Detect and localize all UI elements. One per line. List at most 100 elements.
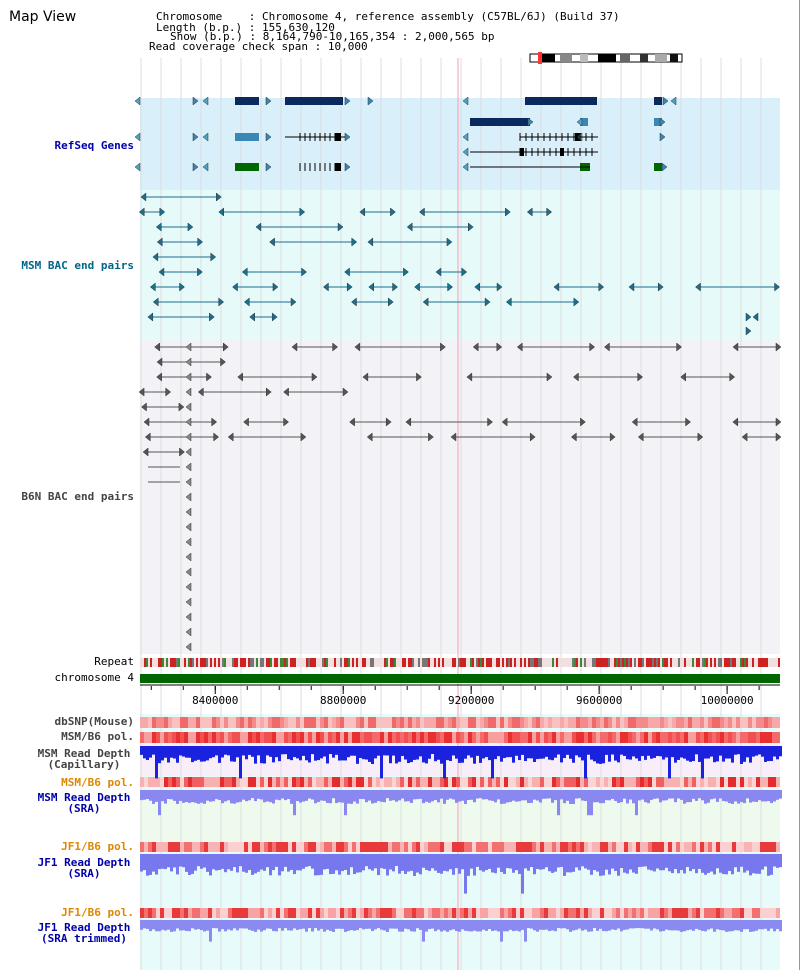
jf1-sra-depth-bar bbox=[398, 854, 401, 874]
info-value: 8,164,790-10,165,354 : 2,000,565 bp bbox=[262, 30, 495, 43]
label-jf1-pol-1[interactable]: JF1/B6 pol. bbox=[61, 840, 134, 853]
jf1-pol-heat-cell bbox=[720, 842, 724, 852]
label-jf1-depth-sra[interactable]: JF1 Read Depth (SRA) bbox=[28, 857, 140, 879]
gene-strand-arrow bbox=[202, 132, 209, 142]
label-msm-pol-2[interactable]: MSM/B6 pol. bbox=[61, 776, 134, 789]
label-refseq-genes[interactable]: RefSeq Genes bbox=[54, 139, 134, 152]
jf1-sra-depth-bar bbox=[164, 854, 167, 870]
b6n-bac-pair-arrow bbox=[589, 342, 596, 352]
msm-pol-heat-cell bbox=[176, 732, 180, 743]
label-msm-depth-capillary[interactable]: MSM Read Depth (Capillary) bbox=[28, 748, 140, 770]
dbsnp-heat-cell bbox=[288, 717, 292, 728]
repeat-element bbox=[428, 658, 430, 667]
msm-bac-pair-arrow bbox=[152, 297, 159, 307]
jf1-sra-depth-bar bbox=[695, 854, 698, 874]
msm-bac-pair-arrow bbox=[232, 282, 238, 292]
label-b6n-bac[interactable]: B6N BAC end pairs bbox=[21, 490, 134, 503]
msm-pol-heat-cell bbox=[388, 732, 392, 743]
msm-pol2-heat-cell bbox=[400, 777, 404, 787]
jf1-pol2-heat-cell bbox=[732, 908, 736, 918]
repeat-element bbox=[158, 658, 160, 667]
msm-sra-depth-bar bbox=[536, 790, 539, 801]
msm-sra-depth-bar bbox=[413, 790, 416, 800]
jf1-pol2-heat-cell bbox=[272, 908, 276, 918]
label-msm-depth-sra[interactable]: MSM Read Depth (SRA) bbox=[28, 792, 140, 814]
label-jf1-depth-trimmed[interactable]: JF1 Read Depth (SRA trimmed) bbox=[28, 922, 140, 944]
jf1-trimmed-depth-bar bbox=[383, 920, 386, 931]
jf1-pol-heat-cell bbox=[364, 842, 368, 852]
msm-sra-depth-bar bbox=[431, 790, 434, 802]
label-msm-bac[interactable]: MSM BAC end pairs bbox=[21, 259, 134, 272]
msm-pol2-heat-cell bbox=[296, 777, 300, 787]
msm-capillary-depth-bar bbox=[140, 746, 143, 755]
msm-capillary-depth-bar bbox=[698, 746, 701, 762]
jf1-pol-heat-cell bbox=[148, 842, 152, 852]
repeat-element bbox=[268, 658, 270, 667]
jf1-sra-depth-bar bbox=[539, 854, 542, 870]
msm-pol-heat-cell bbox=[384, 732, 388, 743]
dbsnp-heat-cell bbox=[320, 717, 324, 728]
msm-capillary-depth-bar bbox=[623, 746, 626, 756]
jf1-pol2-heat-cell bbox=[300, 908, 304, 918]
jf1-trimmed-depth-bar bbox=[269, 920, 272, 929]
b6n-bac-pair-arrow bbox=[143, 417, 150, 427]
msm-pol-heat-cell bbox=[344, 732, 348, 743]
jf1-pol2-heat-cell bbox=[260, 908, 264, 918]
jf1-sra-depth-bar bbox=[629, 854, 632, 870]
repeat-element bbox=[648, 658, 650, 667]
msm-pol-heat-cell bbox=[264, 732, 268, 743]
jf1-trimmed-depth-bar bbox=[584, 920, 587, 930]
msm-pol-heat-cell bbox=[428, 732, 432, 743]
dbsnp-heat-cell bbox=[600, 717, 604, 728]
msm-capillary-depth-bar bbox=[422, 746, 425, 763]
jf1-sra-depth-bar bbox=[587, 854, 590, 870]
msm-pol-heat-cell bbox=[460, 732, 464, 743]
jf1-pol-heat-cell bbox=[164, 842, 168, 852]
dbsnp-heat-cell bbox=[740, 717, 744, 728]
msm-sra-depth-bar bbox=[194, 790, 197, 803]
jf1-trimmed-depth-bar bbox=[674, 920, 677, 931]
jf1-trimmed-depth-bar bbox=[161, 920, 164, 930]
dbsnp-heat-cell bbox=[476, 717, 480, 728]
jf1-sra-depth-bar bbox=[758, 854, 761, 874]
jf1-pol-heat-cell bbox=[224, 842, 228, 852]
jf1-sra-depth-bar bbox=[722, 854, 725, 875]
msm-pol-heat-cell bbox=[488, 732, 492, 743]
label-jf1-pol-2[interactable]: JF1/B6 pol. bbox=[61, 906, 134, 919]
jf1-trimmed-depth-bar bbox=[407, 920, 410, 930]
label-dbsnp[interactable]: dbSNP(Mouse) bbox=[54, 715, 134, 728]
msm-sra-depth-bar bbox=[728, 790, 731, 804]
repeat-element bbox=[524, 658, 526, 667]
gene-exon bbox=[654, 97, 662, 105]
msm-bac-pair-arrow bbox=[179, 282, 185, 292]
dbsnp-heat-cell bbox=[304, 717, 308, 728]
msm-pol2-heat-cell bbox=[192, 777, 196, 787]
jf1-pol2-heat-cell bbox=[168, 908, 172, 918]
jf1-pol-heat-cell bbox=[480, 842, 484, 852]
jf1-sra-depth-bar bbox=[371, 854, 374, 871]
msm-sra-depth-bar bbox=[230, 790, 233, 804]
repeat-element bbox=[614, 658, 616, 667]
msm-sra-depth-bar bbox=[377, 790, 380, 802]
msm-capillary-depth-bar bbox=[368, 746, 371, 762]
msm-bac-pair-arrow bbox=[346, 282, 353, 292]
msm-capillary-depth-bar bbox=[434, 746, 437, 762]
msm-sra-depth-bar bbox=[392, 790, 395, 801]
b6n-bac-pair-arrow bbox=[138, 387, 145, 397]
jf1-trimmed-depth-bar bbox=[650, 920, 653, 931]
jf1-pol2-heat-cell bbox=[560, 908, 564, 918]
label-repeat: Repeat bbox=[94, 655, 134, 668]
gene-strand-arrow bbox=[202, 162, 209, 172]
repeat-element bbox=[622, 658, 624, 667]
jf1-sra-depth-bar bbox=[752, 854, 755, 874]
msm-sra-depth-bar bbox=[629, 790, 632, 800]
msm-sra-depth-bar bbox=[371, 790, 374, 804]
jf1-sra-depth-bar bbox=[464, 854, 467, 894]
jf1-sra-depth-bar bbox=[485, 854, 488, 871]
jf1-sra-depth-bar bbox=[263, 854, 266, 871]
msm-capillary-depth-bar bbox=[530, 746, 533, 759]
repeat-element bbox=[604, 658, 606, 667]
label-msm-pol-1[interactable]: MSM/B6 pol. bbox=[61, 730, 134, 743]
msm-capillary-depth-bar bbox=[149, 746, 152, 758]
